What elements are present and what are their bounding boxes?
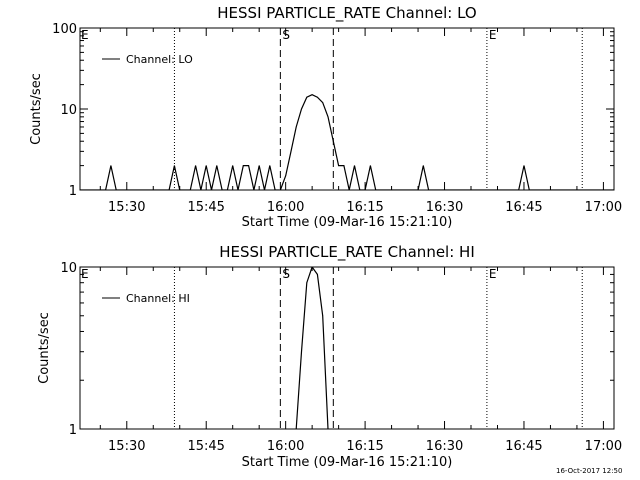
data-point (322, 315, 324, 317)
legend-label: Channel: HI (126, 292, 190, 305)
x-tick-label: 16:15 (346, 200, 383, 215)
data-point (80, 189, 81, 190)
data-point (264, 189, 265, 190)
corner-event-label: E (81, 28, 89, 42)
data-point (380, 189, 382, 190)
data-point (274, 189, 276, 190)
x-axis-label: Start Time (09-Mar-16 15:21:10) (242, 455, 453, 470)
data-point (258, 165, 260, 167)
plot-frame (79, 266, 615, 430)
data-point (248, 165, 249, 167)
data-point (211, 189, 212, 190)
data-point (613, 189, 614, 190)
data-point (179, 189, 181, 190)
y-tick-label: 1 (69, 423, 77, 438)
data-point (168, 189, 170, 190)
x-tick-label: 17:00 (585, 439, 622, 454)
event-label: S (282, 267, 290, 281)
x-tick-label: 17:00 (585, 200, 622, 215)
data-point (348, 189, 350, 190)
x-tick-label: 16:45 (505, 200, 542, 215)
data-point (375, 189, 377, 190)
data-point (105, 189, 106, 190)
y-axis-label: Counts/sec (29, 73, 44, 145)
data-point (354, 165, 355, 167)
data-point (269, 165, 271, 167)
x-tick-label: 16:00 (267, 200, 304, 215)
data-point (359, 189, 361, 190)
chart-panel-0: HESSI PARTICLE_RATE Channel: LO 1 10 100 15:… (29, 4, 622, 230)
event-label: S (282, 28, 290, 42)
data-point (327, 428, 329, 429)
data-point (332, 140, 334, 142)
data-point (428, 189, 430, 190)
x-tick-label: 16:00 (267, 439, 304, 454)
data-point (205, 165, 207, 167)
data-point (279, 189, 281, 190)
data-point (528, 189, 530, 190)
y-tick-label: 100 (52, 22, 77, 37)
x-tick-label: 15:30 (108, 439, 145, 454)
data-point (317, 96, 318, 98)
data-point (253, 189, 255, 190)
data-point (301, 351, 302, 353)
data-point (174, 165, 175, 167)
chart-title: HESSI PARTICLE_RATE Channel: HI (219, 243, 475, 262)
data-point (343, 165, 345, 167)
data-point (295, 126, 297, 128)
x-tick-label: 15:45 (187, 200, 224, 215)
data-point (338, 165, 340, 167)
data-point (237, 189, 239, 190)
data-point (422, 165, 424, 167)
chart-panel-1: HESSI PARTICLE_RATE Channel: HI 1 10 15:30 1… (37, 243, 622, 470)
x-tick-label: 16:45 (505, 439, 542, 454)
data-point (306, 96, 308, 98)
chart-title: HESSI PARTICLE_RATE Channel: LO (217, 4, 476, 23)
legend-label: Channel: LO (126, 53, 193, 66)
footer-timestamp: 16-Oct-2017 12:50 (556, 467, 623, 475)
y-axis-label: Counts/sec (37, 312, 52, 384)
data-point (195, 165, 197, 167)
series-line-0 (80, 94, 614, 190)
data-point (115, 189, 117, 190)
x-axis-label: Start Time (09-Mar-16 15:21:10) (242, 215, 453, 230)
data-point (369, 165, 371, 167)
data-point (242, 165, 244, 167)
event-label: E (489, 28, 497, 42)
data-point (311, 267, 313, 268)
data-point (216, 165, 218, 167)
data-point (301, 108, 302, 110)
data-point (227, 189, 228, 190)
x-tick-label: 15:45 (187, 439, 224, 454)
data-point (285, 175, 287, 177)
data-point (200, 189, 202, 190)
y-tick-label: 1 (69, 184, 77, 199)
series-line-0 (295, 267, 329, 429)
data-point (110, 165, 112, 167)
data-point (311, 94, 313, 96)
data-point (327, 116, 329, 118)
data-point (221, 189, 223, 190)
data-point (295, 428, 297, 429)
event-label: E (489, 267, 497, 281)
data-point (523, 165, 525, 167)
data-point (322, 102, 324, 103)
data-point (518, 189, 520, 190)
data-point (290, 150, 292, 152)
data-point (364, 189, 366, 190)
data-point (317, 274, 318, 275)
data-point (417, 189, 419, 190)
corner-event-label: E (81, 267, 89, 281)
y-tick-label: 10 (60, 103, 77, 118)
x-tick-label: 15:30 (108, 200, 145, 215)
y-tick-label: 10 (60, 261, 77, 276)
x-tick-label: 16:30 (426, 439, 463, 454)
x-tick-label: 16:15 (346, 439, 383, 454)
data-point (189, 189, 191, 190)
data-point (232, 165, 234, 167)
x-tick-label: 16:30 (426, 200, 463, 215)
data-point (306, 282, 308, 284)
